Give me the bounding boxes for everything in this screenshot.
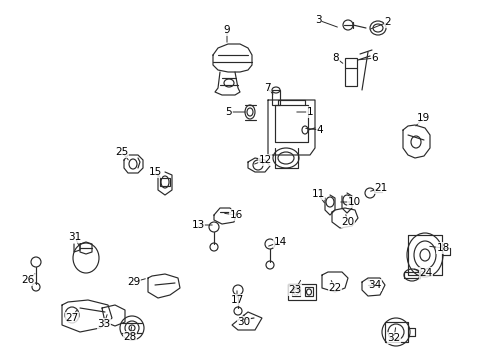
Text: 32: 32 [386, 333, 400, 343]
Bar [271, 90, 280, 105]
Text: 22: 22 [328, 283, 341, 293]
Text: 15: 15 [148, 167, 162, 177]
Text: 20: 20 [341, 217, 354, 227]
Text: 16: 16 [229, 210, 242, 220]
Bar [160, 178, 170, 186]
Text: 3: 3 [314, 15, 321, 25]
Text: 5: 5 [225, 107, 232, 117]
Text: 6: 6 [371, 53, 378, 63]
Text: 23: 23 [288, 285, 301, 295]
Text: 21: 21 [374, 183, 387, 193]
Bar [345, 58, 356, 86]
Text: 26: 26 [21, 275, 35, 285]
Text: 27: 27 [65, 313, 79, 323]
Text: 19: 19 [415, 113, 429, 123]
Text: 33: 33 [97, 319, 110, 329]
Text: 24: 24 [419, 268, 432, 278]
Text: 8: 8 [332, 53, 339, 63]
Text: 13: 13 [191, 220, 204, 230]
Text: 7: 7 [263, 83, 270, 93]
Text: 25: 25 [115, 147, 128, 157]
Text: 11: 11 [311, 189, 324, 199]
Text: 29: 29 [127, 277, 141, 287]
Text: 1: 1 [306, 107, 313, 117]
Text: 12: 12 [258, 155, 271, 165]
Text: 17: 17 [230, 295, 243, 305]
Text: 18: 18 [435, 243, 448, 253]
Text: 9: 9 [223, 25, 230, 35]
Text: 31: 31 [68, 232, 81, 242]
Text: 4: 4 [316, 125, 323, 135]
Bar [291, 287, 299, 296]
Text: 28: 28 [123, 332, 136, 342]
Text: 2: 2 [384, 17, 390, 27]
Text: 34: 34 [367, 280, 381, 290]
Text: 14: 14 [273, 237, 286, 247]
Text: 30: 30 [237, 317, 250, 327]
Text: 10: 10 [347, 197, 360, 207]
Bar [305, 287, 312, 296]
Bar [287, 284, 315, 300]
